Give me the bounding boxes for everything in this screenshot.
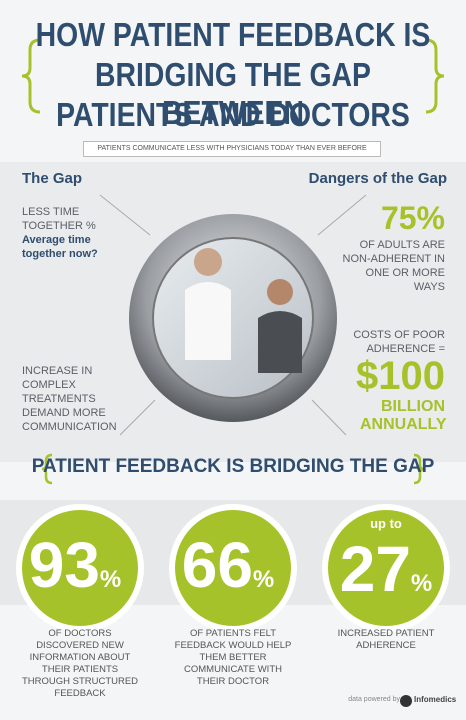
title-line: PATIENTS AND DOCTORS [56, 96, 410, 133]
heading: The Gap [22, 170, 83, 187]
unit: % [252, 566, 275, 593]
brace [21, 38, 41, 114]
stat: 75% [380, 200, 445, 236]
stat-caption: OF PATIENTS FELT FEEDBACK WOULD HELP THE… [174, 628, 292, 687]
stat-caption: INCREASED PATIENT ADHERENCE [337, 628, 435, 651]
brace [413, 453, 425, 485]
heading: PATIENT FEEDBACK IS BRIDGING THE GAP [31, 456, 435, 477]
credit: data powered by [348, 696, 400, 703]
number: 66 [181, 529, 253, 601]
gap-item: INCREASE IN COMPLEX TREATMENTS DEMAND MO… [22, 365, 117, 433]
stat-number: 27% [326, 532, 446, 606]
stat-text: COSTS OF POOR ADHERENCE = [353, 329, 445, 355]
gap-item: LESS TIME TOGETHER % [22, 206, 96, 232]
unit: % [410, 570, 433, 597]
brace [425, 38, 445, 114]
title-line: BRIDGING THE GAP BETWEEN [95, 56, 371, 131]
connector [119, 399, 156, 436]
connector [311, 399, 347, 436]
logo [400, 695, 412, 707]
stat: $100 [356, 354, 445, 398]
photo-person [194, 248, 222, 276]
title-line: HOW PATIENT FEEDBACK IS [35, 16, 431, 53]
brace [41, 453, 53, 485]
stat-prefix: up to [370, 516, 402, 531]
connector [99, 194, 151, 236]
stat-text: OF ADULTS ARE NON-ADHERENT IN ONE OR MOR… [342, 239, 445, 293]
heading: Dangers of the Gap [308, 170, 447, 187]
unit: % [99, 566, 122, 593]
number: 27 [339, 533, 411, 605]
connector [317, 194, 367, 236]
stat-text: BILLION ANNUALLY [360, 398, 447, 433]
stat-circles [16, 504, 450, 632]
brand: Infomedics [414, 695, 457, 704]
banner: PATIENTS COMMUNICATE LESS WITH PHYSICIAN… [83, 141, 381, 157]
photo-person [258, 311, 302, 373]
stat-number: 66% [173, 528, 283, 602]
stat-caption: OF DOCTORS DISCOVERED NEW INFORMATION AB… [21, 628, 139, 699]
number: 93 [28, 529, 100, 601]
gap-item: Average time together now? [22, 234, 98, 260]
stat-number: 93% [20, 528, 130, 602]
photo-person [185, 282, 231, 360]
photo-person [267, 279, 293, 305]
